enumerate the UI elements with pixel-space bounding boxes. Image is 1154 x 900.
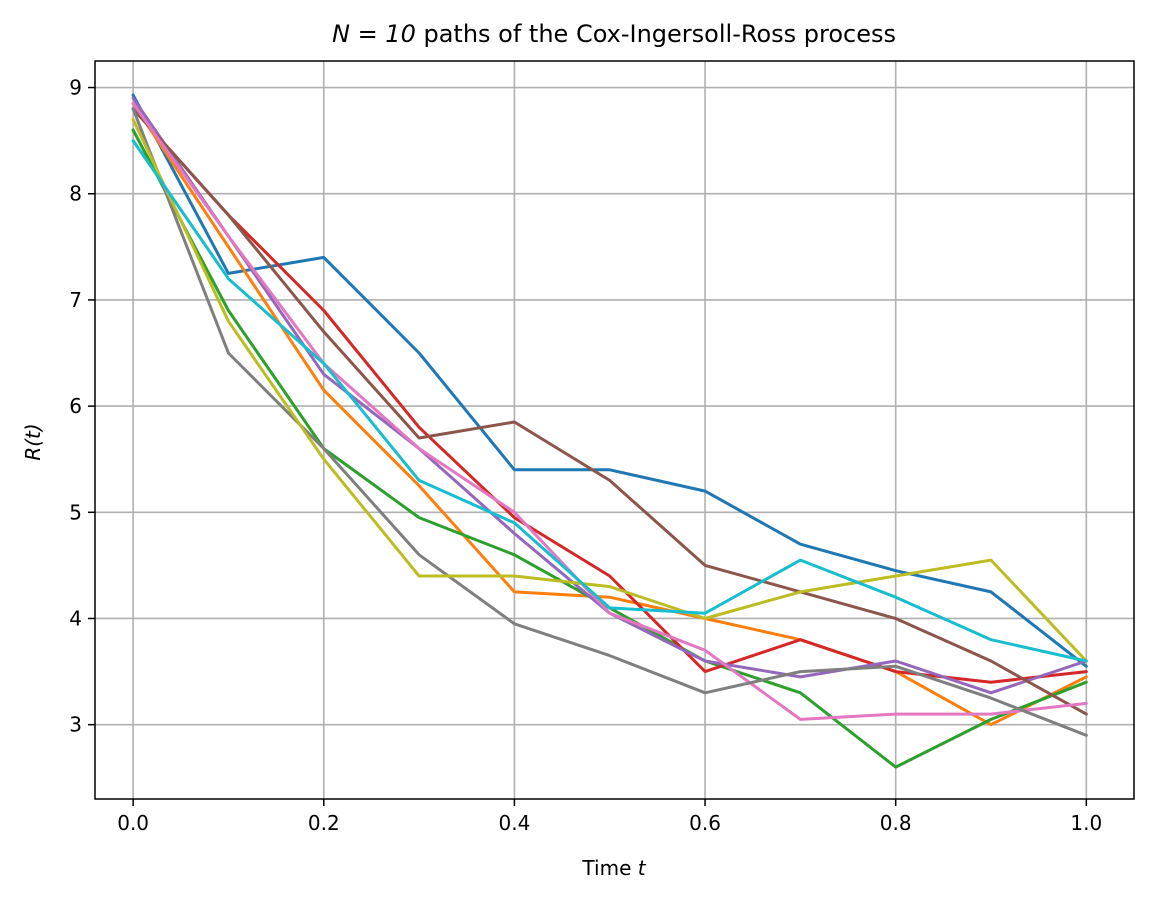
- y-tick-label: 3: [69, 713, 82, 737]
- y-tick-label: 6: [69, 394, 82, 418]
- series-line-7: [131, 102, 1088, 721]
- y-axis-label: R(t): [21, 423, 45, 460]
- series-line-1: [131, 93, 1088, 668]
- x-tick-label: 0.4: [499, 811, 531, 835]
- x-axis-label: Time t: [581, 856, 646, 880]
- series-line-10: [131, 139, 1088, 663]
- series-line-3: [131, 128, 1088, 769]
- y-axis-ticks: 3 4 5 6 7 8 9: [69, 76, 95, 737]
- x-axis-ticks: 0.0 0.2 0.4 0.6 0.8 1.0: [117, 799, 1102, 835]
- series-line-4: [131, 107, 1088, 684]
- grid-lines: [95, 61, 1134, 799]
- x-axis-label-text: Time: [581, 856, 637, 880]
- x-axis-label-math: t: [638, 856, 647, 880]
- x-tick-label: 0.8: [880, 811, 912, 835]
- series-line-2: [131, 102, 1088, 727]
- series-lines: [131, 93, 1088, 769]
- series-line-5: [131, 96, 1088, 695]
- y-tick-label: 5: [69, 500, 82, 524]
- plot-frame: [94, 60, 1135, 800]
- y-tick-label: 9: [69, 76, 82, 100]
- series-line-6: [131, 107, 1088, 716]
- chart-title-text: paths of the Cox-Ingersoll-Ross process: [416, 20, 896, 48]
- x-tick-label: 1.0: [1070, 811, 1102, 835]
- x-tick-label: 0.6: [689, 811, 721, 835]
- chart-title-math: N = 10: [332, 20, 416, 48]
- y-tick-label: 7: [69, 288, 82, 312]
- x-tick-label: 0.2: [308, 811, 340, 835]
- x-tick-label: 0.0: [117, 811, 149, 835]
- y-tick-label: 8: [69, 182, 82, 206]
- y-tick-label: 4: [69, 606, 82, 630]
- series-line-8: [131, 107, 1088, 737]
- chart-title: N = 10 paths of the Cox-Ingersoll-Ross p…: [332, 20, 896, 48]
- series-line-9: [131, 117, 1088, 663]
